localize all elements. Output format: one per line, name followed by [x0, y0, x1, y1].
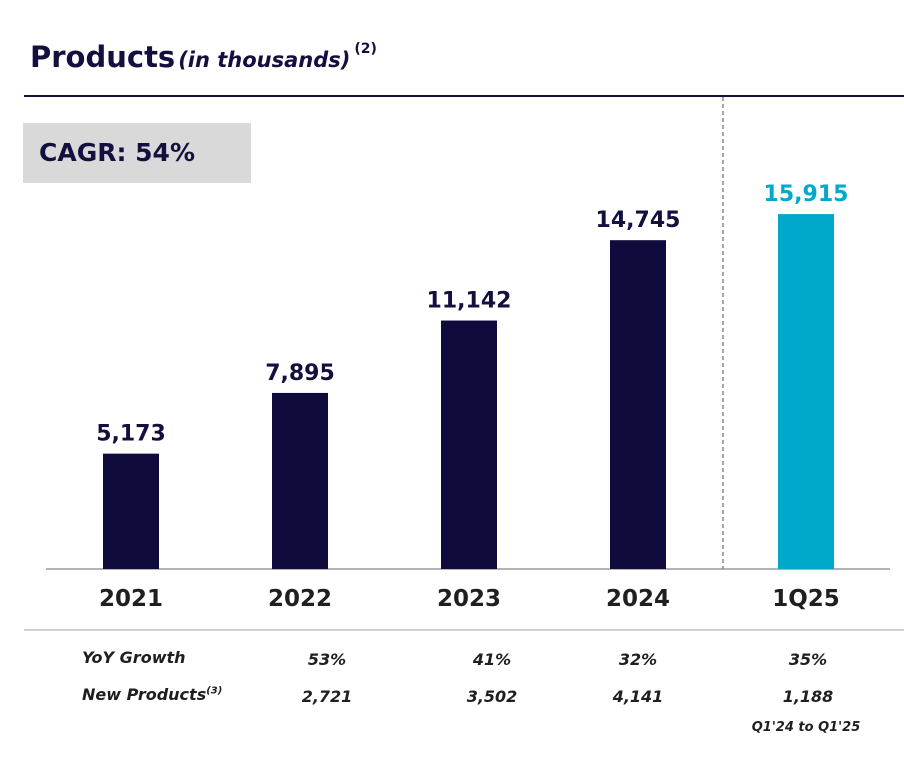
row-label-yoy-growth: YoY Growth [82, 648, 186, 667]
new-products-2023: 3,502 [466, 687, 518, 706]
row-label-new-products: New Products(3) [82, 685, 223, 704]
category-label-2024: 2024 [606, 586, 670, 612]
title-main: Products [30, 40, 176, 74]
yoy-growth-1q25: 35% [788, 650, 828, 669]
bar-2024 [610, 240, 666, 569]
table-divider [24, 629, 904, 631]
new-products-2022: 2,721 [301, 687, 353, 706]
new-products-footnote: (3) [206, 685, 223, 697]
bar-chart: 5,173 2021 7,895 2022 11,142 2023 14,745 2024 15… [46, 97, 890, 612]
category-label-2023: 2023 [437, 586, 501, 612]
cagr-badge: CAGR: 54% [23, 123, 251, 183]
title-divider [24, 95, 904, 97]
bar-2023 [441, 320, 497, 569]
title-subtitle: (in thousands) [178, 48, 351, 72]
category-label-2021: 2021 [99, 586, 163, 612]
category-label-1q25: 1Q25 [772, 586, 840, 612]
new-products-2024: 4,141 [612, 687, 664, 706]
chart-title: Products (in thousands) (2) [30, 40, 377, 84]
bar-value-label-2023: 11,142 [427, 289, 512, 314]
yoy-growth-2024: 32% [618, 650, 658, 669]
new-products-1q25: 1,188 [782, 687, 834, 706]
bar-2021 [103, 453, 159, 569]
period-note: Q1'24 to Q1'25 [751, 720, 861, 735]
bar-value-label-2022: 7,895 [265, 361, 335, 386]
bar-value-label-2021: 5,173 [96, 422, 166, 447]
title-footnote: (2) [354, 41, 377, 57]
bar-value-label-2024: 14,745 [596, 208, 681, 233]
yoy-growth-2022: 53% [307, 650, 347, 669]
category-label-2022: 2022 [268, 586, 332, 612]
bars-group: 5,173 2021 7,895 2022 11,142 2023 14,745 2024 15… [96, 182, 848, 612]
bar-1q25 [778, 214, 834, 569]
bar-2022 [272, 392, 328, 569]
bar-value-label-1q25: 15,915 [764, 182, 849, 207]
yoy-growth-2023: 41% [472, 650, 512, 669]
